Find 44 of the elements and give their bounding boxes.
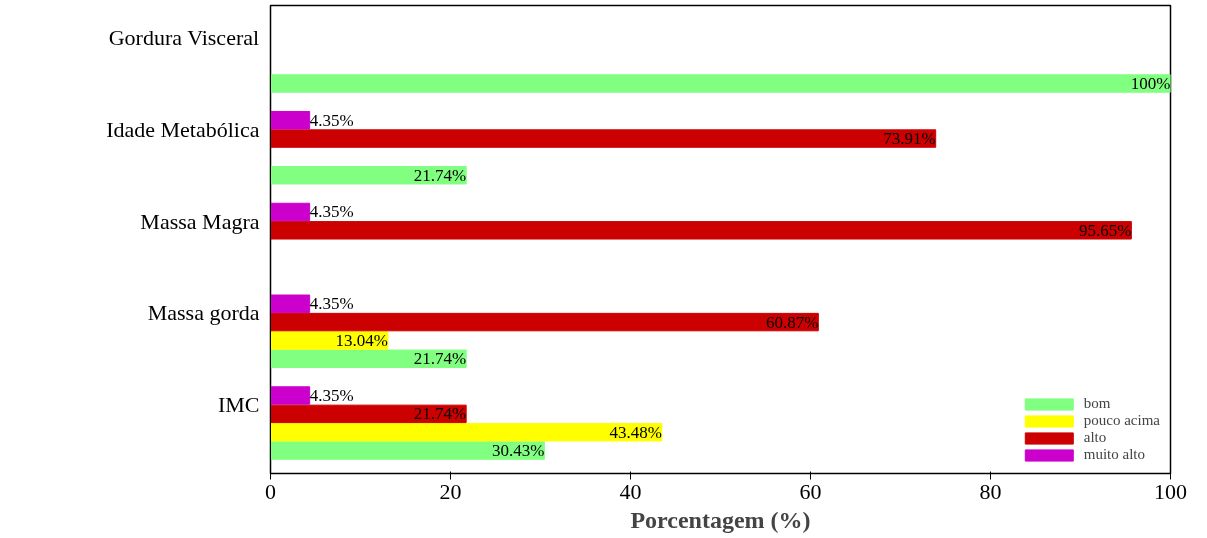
bar [270,349,467,369]
data-label: 30.43% [491,441,545,461]
data-label: 4.35% [309,294,354,314]
legend-label: muito alto [1083,446,1146,463]
bar [270,331,389,350]
bar [270,74,1171,93]
x-tick-label: 20 [439,478,462,504]
x-tick-label: 40 [619,478,642,504]
data-label: 21.74% [413,349,467,369]
data-label: 73.91% [883,129,936,149]
y-tick-label: Gordura Visceral [108,25,260,51]
x-tick-label: 60 [799,478,822,504]
legend-label: pouco acima [1083,412,1160,429]
y-tick-label: Massa Magra [140,208,260,234]
data-label: 4.35% [309,110,354,130]
data-label: 4.35% [309,202,354,222]
bar [270,441,545,460]
x-tick-label: 80 [979,478,1002,504]
bar [270,422,663,442]
data-label: 60.87% [765,312,819,332]
data-label: 43.48% [609,422,662,442]
y-tick-label: Massa gorda [147,300,260,326]
x-tick-label: 0 [265,478,276,504]
legend-label: bom [1083,395,1111,412]
legend-label: alto [1083,429,1107,446]
y-tick-label: IMC [217,392,260,418]
bar [270,221,1132,240]
y-tick-label: Idade Metabólica [106,116,260,142]
data-label: 21.74% [413,165,467,185]
x-axis-title: Porcentagem (%) [630,506,811,533]
bar [270,129,937,148]
data-label: 21.74% [413,404,467,424]
x-tick-label: 100 [1154,478,1187,504]
bar [270,166,467,185]
bar [270,294,311,313]
bar [270,386,311,405]
bar [270,110,311,130]
bar [270,202,311,222]
data-label: 100% [1130,74,1171,93]
data-label: 13.04% [335,330,388,350]
data-label: 4.35% [309,386,354,405]
bar [270,312,819,332]
bar [270,404,467,424]
data-label: 95.65% [1078,220,1132,240]
